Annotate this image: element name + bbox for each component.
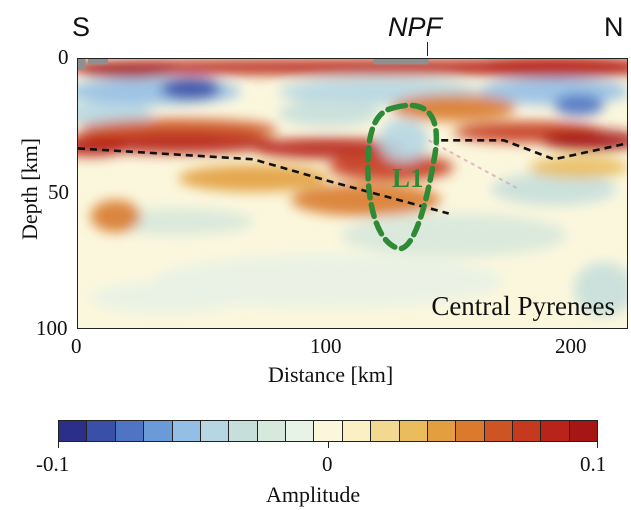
colorbar-tick [328,442,330,448]
no-data-patches [78,59,429,70]
amplitude-blob [378,118,429,162]
amplitude-blob [328,153,454,181]
colorbar-swatch [399,421,428,441]
no-data-patch [78,59,86,70]
anomaly-outline [365,102,440,252]
amplitude-blob [90,199,141,233]
colorbar-tick-label: 0 [322,452,333,476]
colorbar-tick [58,442,60,448]
colorbar-swatch [371,421,400,441]
amplitude-blob [78,61,179,78]
x-tick-label: 0 [71,334,82,358]
colorbar-swatch [115,421,145,441]
anomaly-outline-group [365,102,440,252]
amplitude-field [78,59,627,328]
amplitude-blob [553,94,604,116]
moho-trace-north [441,139,627,161]
region-label: Central Pyrenees [431,291,615,321]
no-data-patch [373,59,429,65]
amplitude-blob [528,156,627,179]
y-tick-label: 50 [48,180,69,204]
receiver-function-section: L1 Central Pyrenees [77,58,628,329]
colorbar-swatch [513,421,542,441]
colorbar-swatch [87,421,116,441]
colorbar-title: Amplitude [266,482,361,507]
y-axis-title: Depth [km] [17,137,42,241]
colorbar-tick-label: -0.1 [36,452,70,476]
amplitude-blob [453,59,627,78]
colorbar-swatch [59,421,88,441]
amplitude-blob [391,94,517,122]
x-tick-label: 200 [555,334,587,358]
amplitude-blob [160,77,221,100]
colorbar [58,420,598,442]
y-tick-label: 100 [36,316,68,340]
colorbar-swatch [200,421,230,441]
amplitude-blob [153,254,504,309]
heatmap-blobs [78,59,627,317]
colorbar-swatch [541,421,570,441]
amplitude-blob [491,172,617,206]
colorbar-swatch [342,421,372,441]
no-data-patch [88,59,109,65]
colorbar-swatch [286,421,315,441]
heatmap-plot [78,59,627,328]
amplitude-blob [278,99,379,127]
amplitude-blob [78,102,154,125]
amplitude-blob [78,132,279,154]
x-axis-title: Distance [km] [268,362,394,387]
fault-tick-mark [427,42,429,56]
colorbar-swatch [427,421,457,441]
colorbar-swatch [456,421,485,441]
colorbar-tick-label: 0.1 [580,452,607,476]
colorbar-tick [597,442,599,448]
colorbar-swatch [257,421,286,441]
amplitude-blob [290,183,442,217]
secondary-interface-trace [428,139,520,190]
amplitude-blob [90,281,241,314]
moho-trace-south [78,147,450,215]
colorbar-swatch [484,421,513,441]
fault-label: NPF [388,12,442,42]
colorbar-swatch [569,421,598,441]
colorbar-swatch [172,421,201,441]
colorbar-swatch [229,421,258,441]
y-tick-label: 0 [58,45,69,69]
anomaly-label: L1 [392,163,424,193]
amplitude-blob [340,213,567,257]
moho-traces [78,139,627,215]
amplitude-blob [103,208,254,236]
north-direction-label: N [604,12,624,42]
colorbar-swatch [314,421,343,441]
amplitude-blob [178,164,329,192]
amplitude-blob [541,129,627,152]
amplitude-blob [573,262,627,317]
south-direction-label: S [72,12,91,42]
x-tick-label: 100 [310,334,342,358]
colorbar-swatch [144,421,173,441]
